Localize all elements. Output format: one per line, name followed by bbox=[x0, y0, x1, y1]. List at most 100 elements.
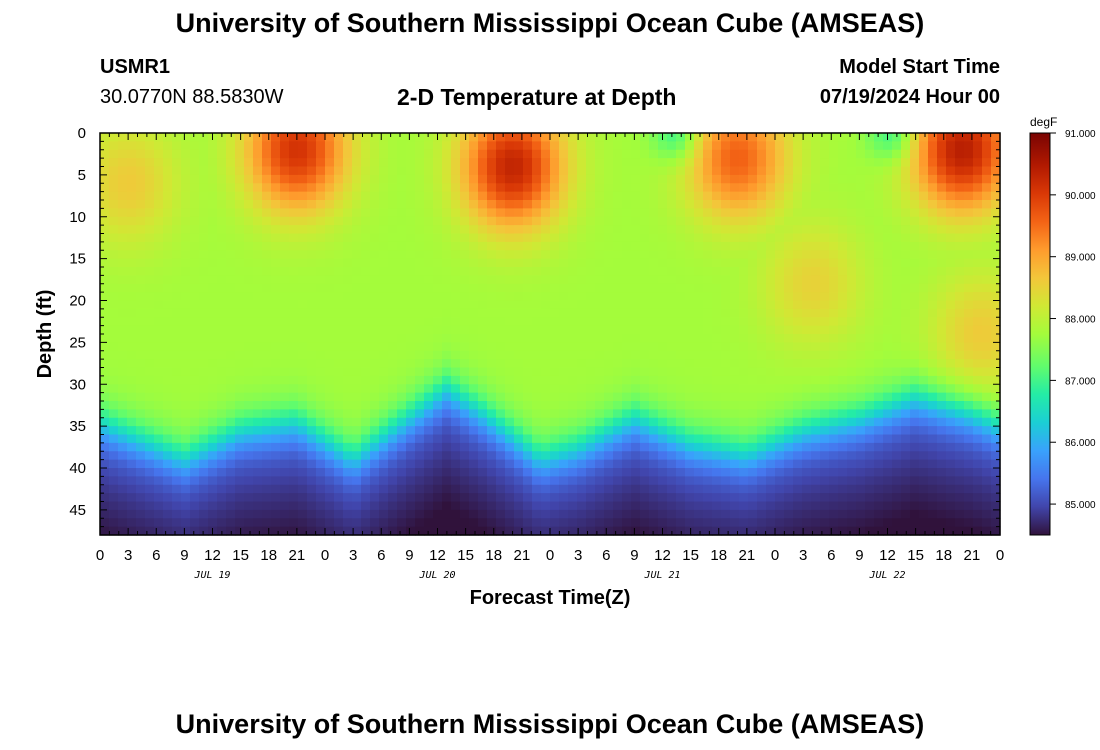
heatmap-cell bbox=[874, 141, 884, 151]
heatmap-cell bbox=[883, 275, 893, 285]
heatmap-cell bbox=[406, 350, 416, 360]
heatmap-cell bbox=[559, 208, 569, 218]
heatmap-cell bbox=[847, 225, 857, 235]
heatmap-cell bbox=[208, 392, 218, 402]
heatmap-cell bbox=[127, 216, 137, 226]
heatmap-cell bbox=[856, 468, 866, 477]
heatmap-cell bbox=[658, 158, 668, 168]
heatmap-cell bbox=[856, 342, 866, 352]
heatmap-cell bbox=[235, 225, 245, 235]
heatmap-cell bbox=[811, 283, 821, 293]
heatmap-cell bbox=[154, 149, 164, 159]
heatmap-cell bbox=[352, 484, 362, 494]
heatmap-cell bbox=[964, 166, 974, 176]
heatmap-cell bbox=[973, 225, 983, 235]
heatmap-cell bbox=[550, 342, 560, 352]
heatmap-cell bbox=[712, 258, 722, 268]
heatmap-cell bbox=[784, 409, 794, 419]
heatmap-cell bbox=[487, 342, 497, 352]
heatmap-cell bbox=[964, 375, 974, 385]
heatmap-cell bbox=[568, 300, 578, 310]
heatmap-cell bbox=[784, 526, 794, 536]
heatmap-cell bbox=[199, 174, 209, 184]
heatmap-cell bbox=[523, 174, 533, 184]
heatmap-cell bbox=[136, 367, 146, 377]
heatmap-cell bbox=[559, 484, 569, 494]
heatmap-cell bbox=[874, 476, 884, 486]
heatmap-cell bbox=[100, 334, 110, 343]
heatmap-cell bbox=[658, 459, 668, 469]
heatmap-cell bbox=[964, 158, 974, 168]
heatmap-cell bbox=[883, 459, 893, 469]
heatmap-cell bbox=[892, 375, 902, 385]
heatmap-cell bbox=[964, 308, 974, 318]
heatmap-cell bbox=[721, 158, 731, 168]
heatmap-cell bbox=[181, 191, 191, 201]
heatmap-cell bbox=[352, 350, 362, 360]
heatmap-cell bbox=[226, 484, 236, 494]
heatmap-cell bbox=[442, 442, 452, 452]
heatmap-cell bbox=[694, 375, 704, 385]
heatmap-cell bbox=[802, 174, 812, 184]
heatmap-cell bbox=[739, 174, 749, 184]
heatmap-cell bbox=[703, 174, 713, 184]
heatmap-cell bbox=[622, 426, 632, 436]
heatmap-cell bbox=[685, 484, 695, 494]
heatmap-cell bbox=[946, 509, 956, 519]
heatmap-cell bbox=[397, 283, 407, 293]
heatmap-cell bbox=[604, 334, 614, 343]
heatmap-cell bbox=[991, 166, 1001, 176]
heatmap-cell bbox=[766, 459, 776, 469]
heatmap-cell bbox=[487, 392, 497, 402]
heatmap-cell bbox=[415, 191, 425, 201]
heatmap-cell bbox=[613, 468, 623, 477]
heatmap-cell bbox=[496, 493, 506, 503]
heatmap-cell bbox=[154, 241, 164, 251]
heatmap-cell bbox=[748, 451, 758, 461]
heatmap-cell bbox=[289, 141, 299, 151]
heatmap-cell bbox=[739, 401, 749, 410]
heatmap-cell bbox=[721, 275, 731, 285]
heatmap-cell bbox=[838, 308, 848, 318]
heatmap-cell bbox=[541, 216, 551, 226]
heatmap-cell bbox=[874, 317, 884, 327]
heatmap-cell bbox=[946, 442, 956, 452]
heatmap-cell bbox=[415, 216, 425, 226]
heatmap-cell bbox=[928, 526, 938, 536]
heatmap-cell bbox=[901, 191, 911, 201]
heatmap-cell bbox=[136, 384, 146, 394]
heatmap-cell bbox=[568, 225, 578, 235]
heatmap-cell bbox=[613, 241, 623, 251]
heatmap-cell bbox=[325, 518, 335, 528]
heatmap-cell bbox=[640, 518, 650, 528]
heatmap-cell bbox=[757, 493, 767, 503]
heatmap-cell bbox=[622, 367, 632, 377]
heatmap-cell bbox=[586, 283, 596, 293]
heatmap-cell bbox=[226, 426, 236, 436]
heatmap-cell bbox=[955, 250, 965, 260]
heatmap-cell bbox=[667, 442, 677, 452]
heatmap-cell bbox=[712, 300, 722, 310]
heatmap-cell bbox=[739, 141, 749, 151]
heatmap-cell bbox=[595, 233, 605, 243]
heatmap-cell bbox=[982, 200, 992, 209]
heatmap-cell bbox=[280, 342, 290, 352]
heatmap-cell bbox=[550, 149, 560, 159]
heatmap-cell bbox=[748, 426, 758, 436]
heatmap-cell bbox=[550, 493, 560, 503]
heatmap-cell bbox=[937, 325, 947, 335]
heatmap-cell bbox=[982, 191, 992, 201]
heatmap-cell bbox=[721, 367, 731, 377]
heatmap-cell bbox=[730, 183, 740, 193]
heatmap-cell bbox=[685, 133, 695, 142]
heatmap-cell bbox=[793, 442, 803, 452]
heatmap-cell bbox=[910, 317, 920, 327]
heatmap-cell bbox=[262, 342, 272, 352]
heatmap-cell bbox=[406, 375, 416, 385]
heatmap-cell bbox=[118, 434, 128, 444]
heatmap-cell bbox=[892, 359, 902, 369]
heatmap-cell bbox=[685, 241, 695, 251]
heatmap-cell bbox=[181, 493, 191, 503]
heatmap-cell bbox=[145, 308, 155, 318]
heatmap-cell bbox=[712, 250, 722, 260]
